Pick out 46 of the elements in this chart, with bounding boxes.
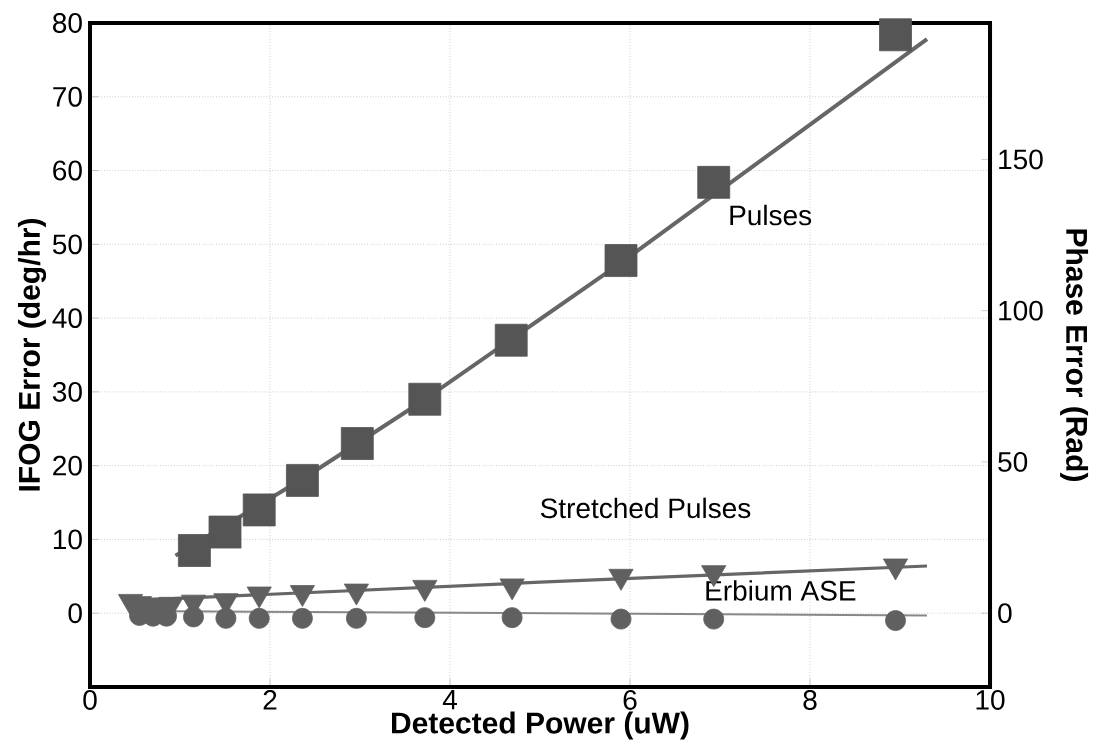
- point: [501, 607, 523, 629]
- x-tick-label: 6: [623, 690, 637, 710]
- point: [408, 382, 442, 416]
- y-tick-label: 20: [53, 455, 82, 476]
- series-label: Stretched Pulses: [540, 497, 751, 519]
- y-tick-label: 70: [53, 86, 82, 107]
- y-tick-label: 0: [68, 603, 82, 624]
- y2-tick-label: 100: [999, 300, 1043, 321]
- point: [215, 607, 237, 629]
- y-axis-title: IFOG Error (deg/hr): [17, 218, 47, 491]
- series-label: Erbium ASE: [706, 580, 856, 601]
- point: [885, 610, 906, 631]
- series-label: Pulses: [730, 204, 812, 226]
- y-tick-label: 80: [53, 13, 82, 33]
- point: [242, 493, 276, 527]
- point: [494, 323, 528, 357]
- x-tick-label: 0: [83, 690, 97, 710]
- y-tick-label: 10: [53, 529, 82, 550]
- point: [703, 608, 725, 630]
- point: [604, 244, 638, 277]
- point: [248, 607, 270, 629]
- x-tick-label: 8: [803, 690, 817, 710]
- point: [340, 427, 374, 460]
- point: [208, 515, 242, 549]
- y2-tick-label: 150: [999, 149, 1043, 170]
- point: [610, 608, 632, 630]
- y2-axis-title: Phase Error (Rad): [1060, 229, 1089, 481]
- point: [414, 607, 436, 629]
- x-tick-label: 4: [442, 690, 457, 710]
- point: [292, 607, 313, 629]
- point: [346, 607, 367, 629]
- point: [156, 605, 177, 627]
- y2-tick-label: 0: [998, 603, 1012, 624]
- point: [697, 165, 731, 199]
- point: [286, 464, 319, 497]
- y2-tick-label: 50: [998, 451, 1028, 472]
- y-tick-label: 40: [52, 308, 82, 329]
- y-tick-label: 30: [52, 381, 82, 402]
- point: [879, 18, 912, 52]
- y-tick-label: 50: [52, 234, 82, 255]
- y-tick-label: 60: [53, 160, 82, 181]
- x-tick-label: 10: [976, 690, 1005, 710]
- point: [183, 606, 204, 628]
- x-axis-title: Detected Power (uW): [392, 711, 689, 740]
- point: [178, 534, 211, 567]
- x-tick-label: 2: [263, 690, 277, 710]
